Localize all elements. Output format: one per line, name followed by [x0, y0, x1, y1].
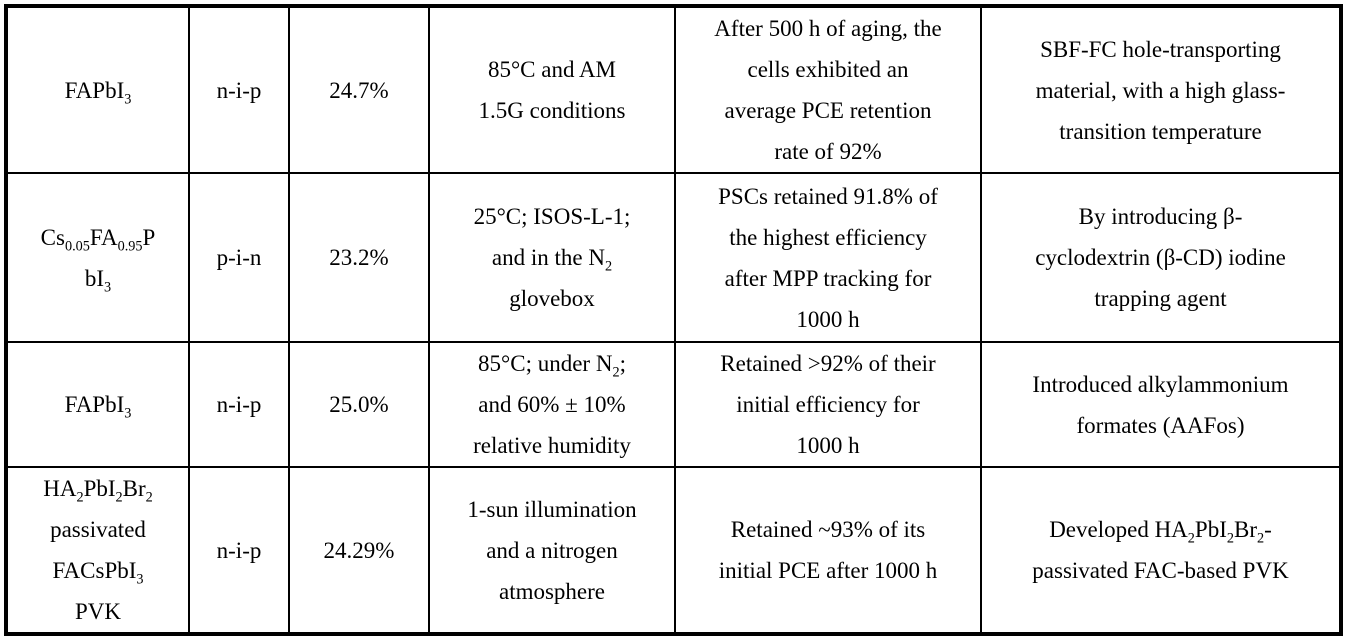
- cell-pce: 24.29%: [288, 466, 430, 635]
- cell-innovation: SBF-FC hole-transporting material, with …: [980, 5, 1342, 174]
- table-row: HA2PbI2Br2 passivated FACsPbI3 PVK n-i-p…: [5, 466, 1342, 635]
- cell-pce: 24.7%: [288, 5, 430, 174]
- cell-stability-result: PSCs retained 91.8% of the highest effic…: [674, 172, 982, 343]
- cell-innovation: Introduced alkylammonium formates (AAFos…: [980, 341, 1342, 468]
- cell-stability-result: After 500 h of aging, the cells exhibite…: [674, 5, 982, 174]
- cell-material: FAPbI3: [5, 341, 190, 468]
- perovskite-stability-table: FAPbI3 n-i-p 24.7% 85°C and AM 1.5G cond…: [4, 4, 1343, 636]
- cell-pce: 25.0%: [288, 341, 430, 468]
- cell-pce: 23.2%: [288, 172, 430, 343]
- cell-device-structure: p-i-n: [188, 172, 290, 343]
- cell-test-conditions: 25°C; ISOS-L-1; and in the N2 glovebox: [428, 172, 676, 343]
- cell-test-conditions: 85°C and AM 1.5G conditions: [428, 5, 676, 174]
- cell-stability-result: Retained >92% of their initial efficienc…: [674, 341, 982, 468]
- table-row: FAPbI3 n-i-p 25.0% 85°C; under N2; and 6…: [5, 341, 1342, 468]
- cell-material: HA2PbI2Br2 passivated FACsPbI3 PVK: [5, 466, 190, 635]
- table-row: Cs0.05FA0.95P bI3 p-i-n 23.2% 25°C; ISOS…: [5, 172, 1342, 343]
- cell-device-structure: n-i-p: [188, 5, 290, 174]
- cell-material: FAPbI3: [5, 5, 190, 174]
- cell-test-conditions: 1-sun illumination and a nitrogen atmosp…: [428, 466, 676, 635]
- results-table-container: FAPbI3 n-i-p 24.7% 85°C and AM 1.5G cond…: [4, 4, 1343, 636]
- cell-stability-result: Retained ~93% of its initial PCE after 1…: [674, 466, 982, 635]
- cell-device-structure: n-i-p: [188, 466, 290, 635]
- cell-innovation: By introducing β- cyclodextrin (β-CD) io…: [980, 172, 1342, 343]
- table-row: FAPbI3 n-i-p 24.7% 85°C and AM 1.5G cond…: [5, 5, 1342, 174]
- cell-material: Cs0.05FA0.95P bI3: [5, 172, 190, 343]
- cell-innovation: Developed HA2PbI2Br2- passivated FAC-bas…: [980, 466, 1342, 635]
- cell-test-conditions: 85°C; under N2; and 60% ± 10% relative h…: [428, 341, 676, 468]
- cell-device-structure: n-i-p: [188, 341, 290, 468]
